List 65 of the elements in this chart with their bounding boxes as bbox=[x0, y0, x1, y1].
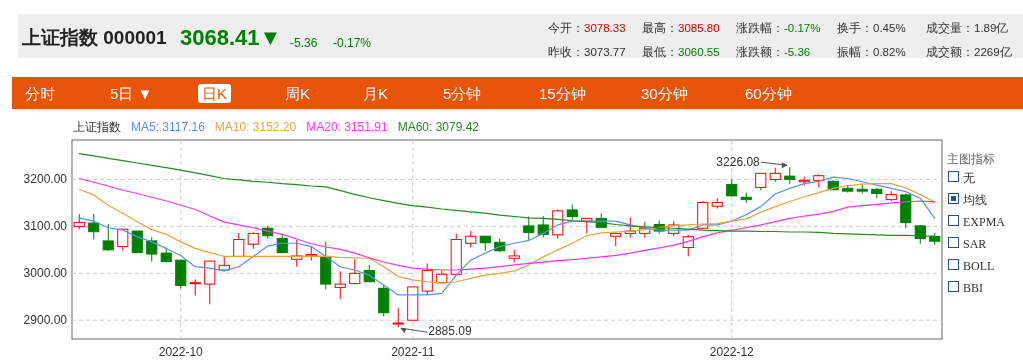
text: 今开： bbox=[548, 22, 584, 34]
text: 昨收： bbox=[548, 46, 584, 58]
text: 3078.33 bbox=[584, 22, 626, 34]
text: 1.89亿 bbox=[974, 22, 1009, 34]
text: -5.36 bbox=[784, 46, 811, 58]
text: 无 bbox=[963, 171, 975, 185]
text: EXPMA bbox=[963, 215, 1006, 229]
text: 周K bbox=[285, 85, 311, 102]
annotation: 3226.08 bbox=[716, 155, 761, 170]
y-tick-label: 3000.00 bbox=[23, 266, 68, 281]
text: SAR bbox=[963, 237, 987, 251]
text: 涨跌额： bbox=[736, 45, 784, 58]
text: 2269亿 bbox=[974, 46, 1012, 58]
text: -0.17% bbox=[333, 36, 372, 50]
candlestick bbox=[146, 236, 158, 263]
text: MA60: 3079.42 bbox=[397, 120, 480, 134]
text: 换手： bbox=[837, 21, 873, 34]
x-tick-label: 2022-10 bbox=[158, 345, 204, 359]
text: MA5: 3117.16 bbox=[131, 120, 206, 134]
text: 5日 ▼ bbox=[110, 85, 153, 102]
y-tick-label: 3200.00 bbox=[23, 172, 68, 187]
text: 日K bbox=[202, 85, 228, 102]
candlestick bbox=[204, 260, 216, 305]
text: 5分钟 bbox=[443, 85, 482, 102]
text: 成交量： bbox=[926, 21, 974, 34]
text: -5.36 bbox=[290, 36, 318, 50]
text: 3068.41▼ bbox=[180, 25, 282, 50]
text: 0.45% bbox=[873, 22, 906, 34]
y-tick-label: 2900.00 bbox=[23, 313, 68, 328]
candlestick bbox=[88, 213, 100, 240]
text: 成交额： bbox=[926, 45, 974, 58]
candlestick bbox=[392, 307, 404, 328]
text: 涨跌幅： bbox=[736, 22, 784, 34]
text: 最低： bbox=[642, 46, 678, 58]
text: BBI bbox=[963, 281, 984, 295]
text: 30分钟 bbox=[641, 85, 688, 102]
x-tick-label: 2022-11 bbox=[391, 345, 435, 359]
text: 60分钟 bbox=[745, 85, 792, 102]
text: -0.17% bbox=[784, 22, 821, 34]
candlestick bbox=[102, 223, 114, 252]
candlestick bbox=[276, 233, 288, 254]
text: MA20: 3151.91 bbox=[306, 120, 388, 134]
text: 均线 bbox=[962, 193, 987, 207]
line-series bbox=[78, 176, 936, 296]
text: BOLL bbox=[963, 259, 995, 273]
text: 月K bbox=[363, 85, 389, 102]
candlestick bbox=[421, 262, 433, 295]
y-tick-label: 3100.00 bbox=[23, 219, 68, 234]
text: 3060.55 bbox=[678, 46, 720, 58]
candlestick bbox=[334, 270, 346, 300]
annotation: 2885.09 bbox=[428, 324, 472, 339]
text: 3073.77 bbox=[584, 46, 626, 58]
chart-title: 上证指数 000001 bbox=[21, 27, 168, 48]
text: 主图指标 bbox=[947, 152, 995, 166]
text: 最高： bbox=[642, 21, 678, 34]
text: 分时 bbox=[25, 85, 55, 102]
text: 3085.80 bbox=[678, 22, 720, 34]
candlestick bbox=[349, 258, 361, 285]
text: 15分钟 bbox=[539, 85, 586, 102]
text: MA10: 3152.20 bbox=[214, 120, 297, 134]
x-tick-label: 2022-12 bbox=[709, 345, 755, 359]
candlestick bbox=[682, 234, 694, 257]
text: 上证指数 bbox=[73, 120, 121, 134]
text: 0.82% bbox=[873, 46, 906, 58]
text: 振幅： bbox=[837, 46, 873, 58]
